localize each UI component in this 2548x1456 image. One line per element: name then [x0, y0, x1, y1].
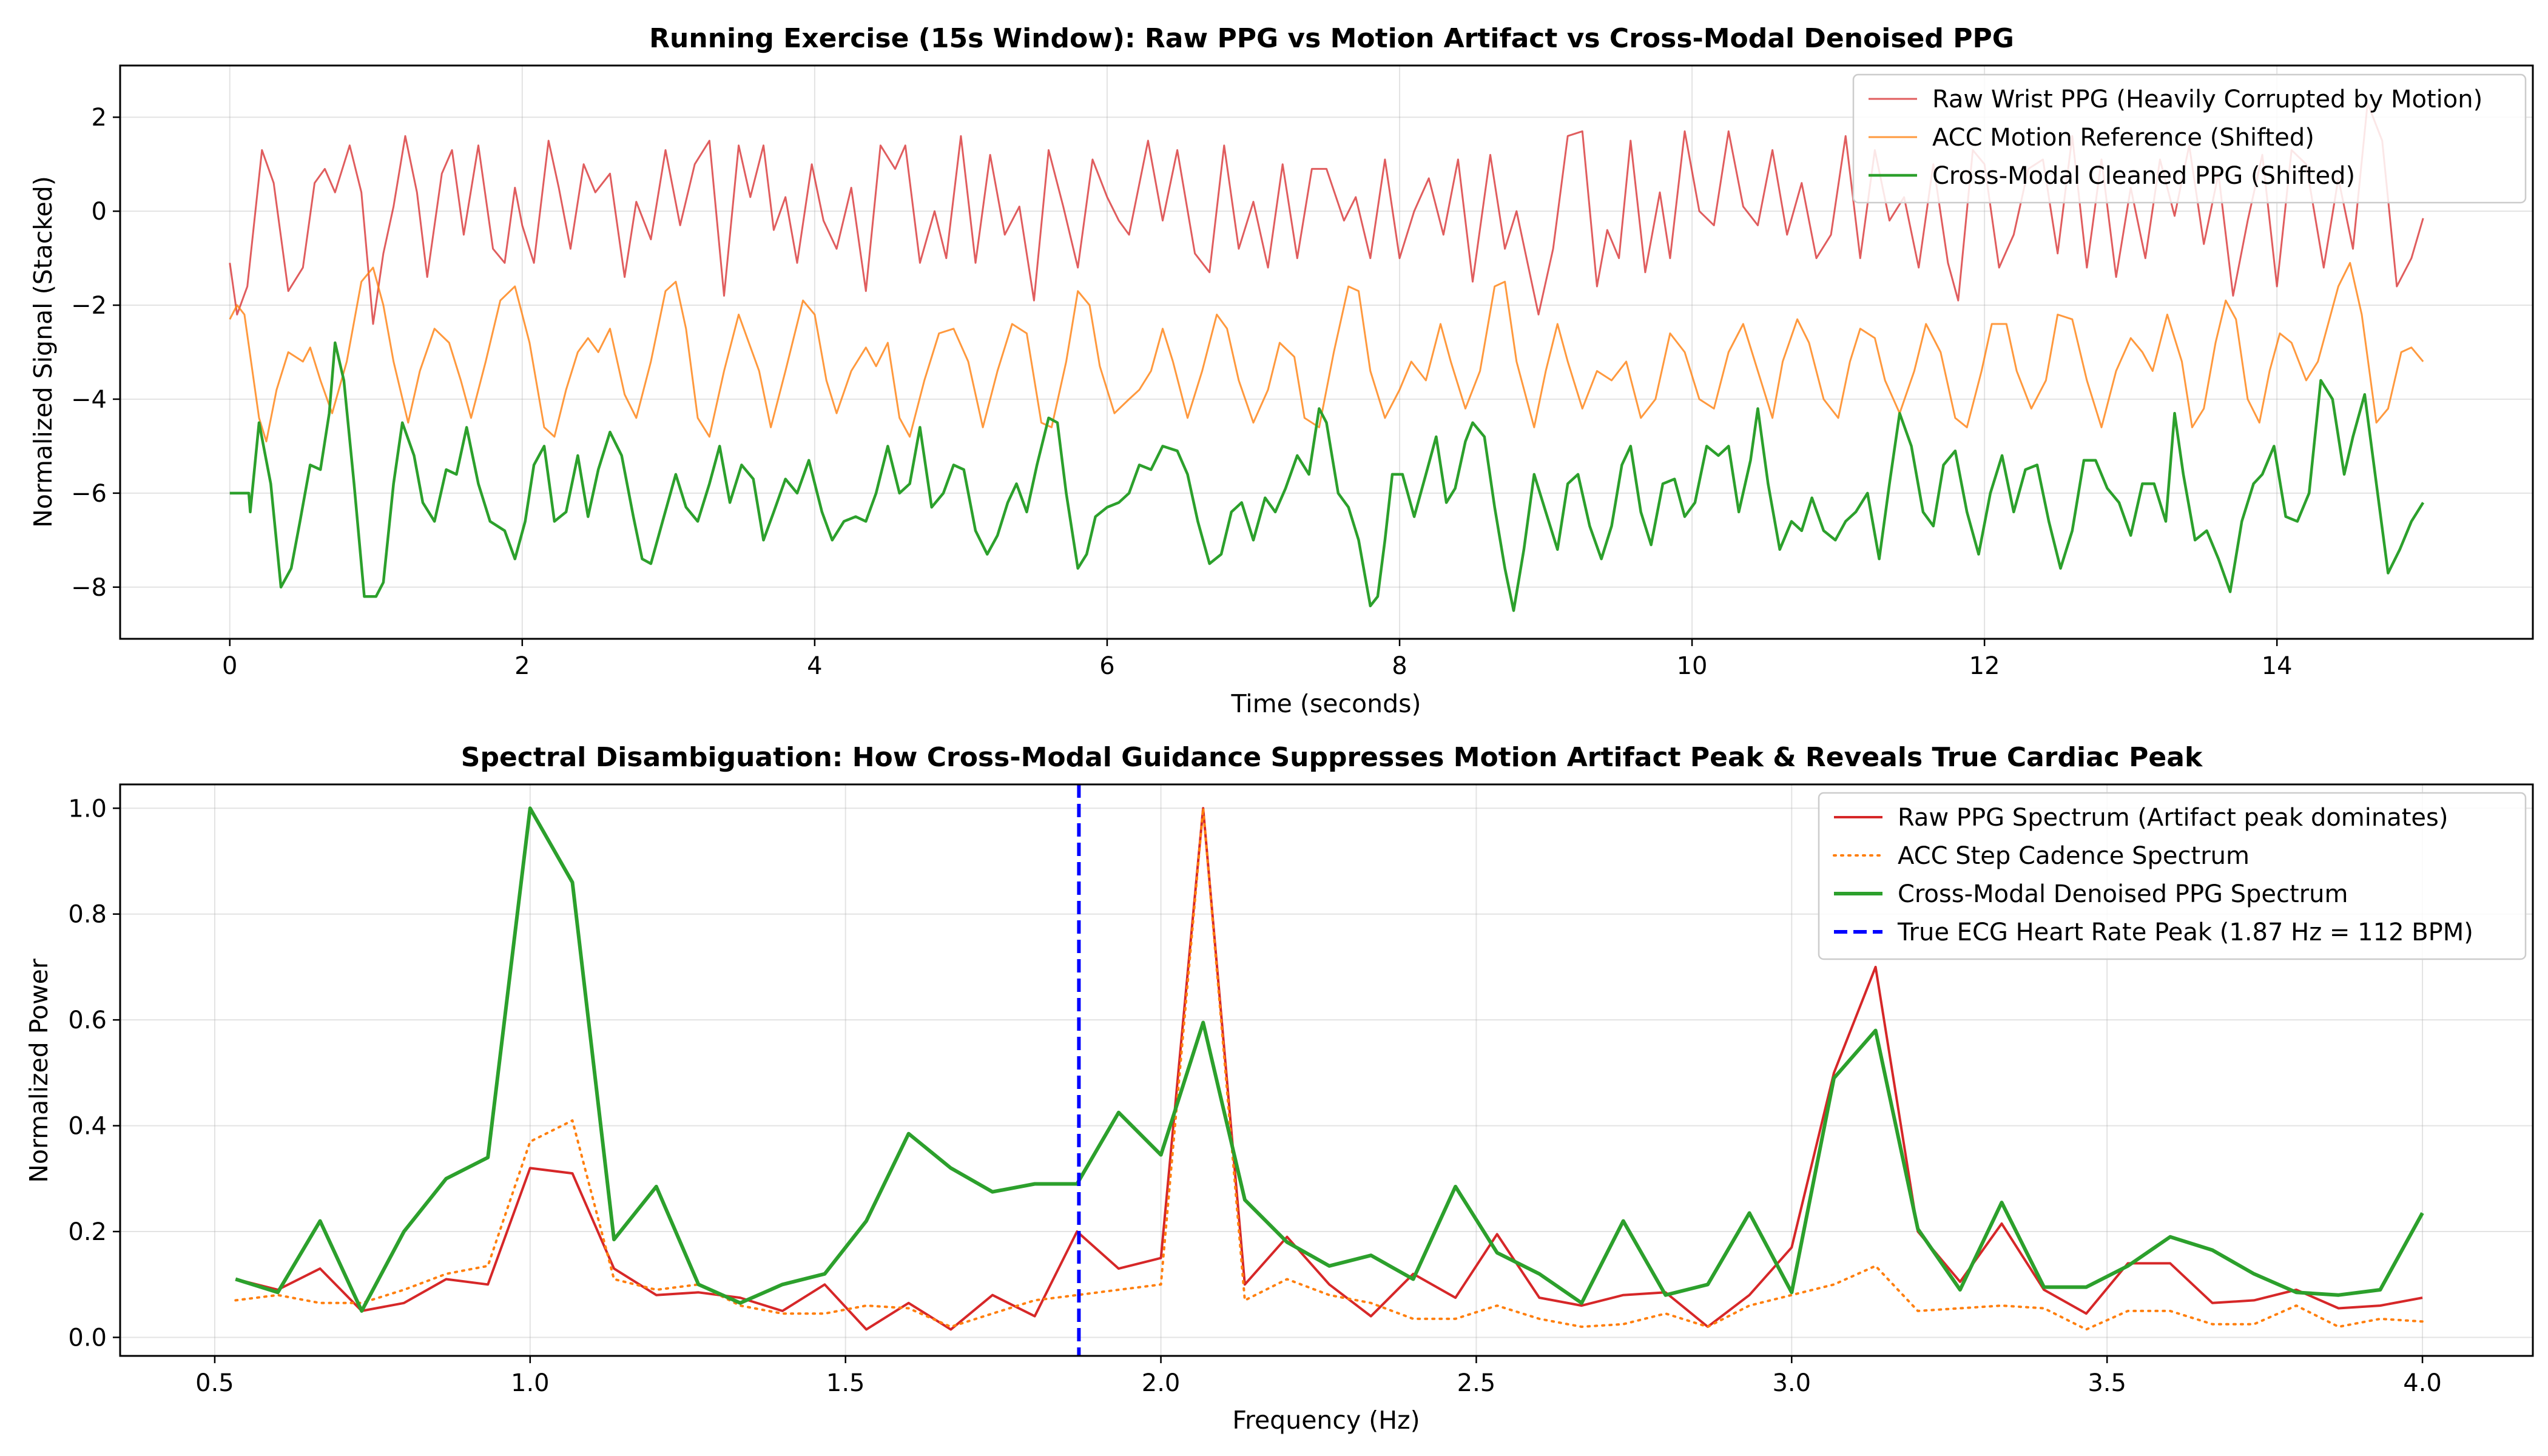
y-tick-label: 1.0	[68, 795, 107, 823]
y-tick-label: 0.4	[68, 1113, 107, 1141]
time-plot-frame	[119, 64, 2534, 640]
legend-label: Raw PPG Spectrum (Artifact peak dominate…	[1898, 804, 2448, 832]
y-tick-label: 0.0	[68, 1324, 107, 1352]
series-line-2	[235, 806, 2424, 1313]
y-tick-label: 2	[92, 104, 107, 132]
x-tick-label: 3.5	[2088, 1369, 2126, 1397]
spectrum-plot-legend: Raw PPG Spectrum (Artifact peak dominate…	[1818, 792, 2527, 960]
y-tick-label: −6	[71, 480, 107, 508]
spectrum-plot-ylabel: Normalized Power	[24, 959, 53, 1183]
spectrum-plot-frame	[119, 783, 2534, 1357]
x-tick-label: 4	[807, 652, 822, 680]
x-tick-label: 8	[1392, 652, 1407, 680]
x-tick-label: 0	[222, 652, 237, 680]
spectrum-plot-ticks: 0.5 1.0 1.5 2.0 2.5 3.0 3.5 4.0 0.0 0.2 0.4 0.6 0.8 1…	[68, 795, 2441, 1397]
x-tick-label: 6	[1099, 652, 1114, 680]
legend-label: Raw Wrist PPG (Heavily Corrupted by Moti…	[1932, 86, 2482, 113]
spectrum-plot: Spectral Disambiguation: How Cross-Modal…	[24, 742, 2534, 1435]
legend-box	[1818, 792, 2527, 960]
series-line-1	[234, 807, 2424, 1331]
legend-label: Cross-Modal Cleaned PPG (Shifted)	[1932, 162, 2355, 190]
legend-label: True ECG Heart Rate Peak (1.87 Hz = 112 …	[1897, 918, 2473, 946]
time-plot-title: Running Exercise (15s Window): Raw PPG v…	[649, 23, 2014, 54]
legend-label: Cross-Modal Denoised PPG Spectrum	[1898, 880, 2348, 908]
spectrum-plot-xlabel: Frequency (Hz)	[1232, 1406, 1420, 1435]
y-tick-label: −8	[71, 574, 107, 602]
time-plot-ylabel: Normalized Signal (Stacked)	[29, 176, 58, 528]
y-tick-label: 0	[92, 198, 107, 226]
y-tick-label: 0.8	[68, 901, 107, 929]
x-tick-label: 1.5	[826, 1369, 865, 1397]
time-plot-legend: Raw Wrist PPG (Heavily Corrupted by Moti…	[1852, 73, 2527, 204]
legend-box	[1852, 73, 2527, 204]
time-domain-plot: Running Exercise (15s Window): Raw PPG v…	[29, 23, 2534, 718]
x-tick-label: 1.0	[511, 1369, 550, 1397]
x-tick-label: 4.0	[2403, 1369, 2442, 1397]
time-plot-xlabel: Time (seconds)	[1231, 689, 1421, 718]
x-tick-label: 2.0	[1142, 1369, 1181, 1397]
x-tick-label: 2.5	[1457, 1369, 1496, 1397]
series-line-0	[235, 807, 2423, 1331]
x-tick-label: 14	[2262, 652, 2293, 680]
spectrum-plot-title: Spectral Disambiguation: How Cross-Modal…	[461, 742, 2203, 773]
series-line-2	[229, 341, 2425, 612]
x-tick-label: 3.0	[1772, 1369, 1811, 1397]
legend-label: ACC Motion Reference (Shifted)	[1932, 124, 2314, 152]
y-tick-label: 0.6	[68, 1006, 107, 1034]
y-tick-label: 0.2	[68, 1218, 107, 1246]
x-tick-label: 0.5	[195, 1369, 234, 1397]
x-tick-label: 10	[1677, 652, 1708, 680]
x-tick-label: 12	[1969, 652, 2000, 680]
x-tick-label: 2	[514, 652, 530, 680]
spectrum-plot-series	[234, 784, 2424, 1356]
time-plot-ticks: 0 2 4 6 8 10 12 14 2 0 −2 −4 −6 −8	[71, 104, 2293, 680]
series-line-1	[229, 261, 2424, 443]
y-tick-label: −2	[71, 292, 107, 320]
legend-label: ACC Step Cadence Spectrum	[1898, 842, 2250, 870]
y-tick-label: −4	[71, 386, 107, 414]
